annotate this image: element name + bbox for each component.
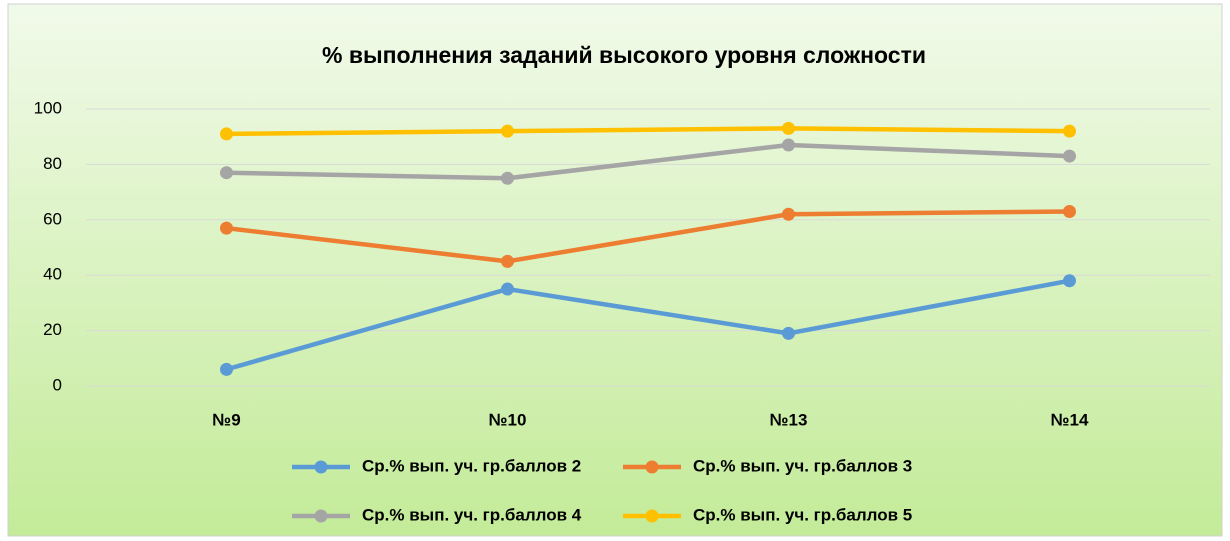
legend-label: Ср.% вып. уч. гр.баллов 4 bbox=[362, 505, 582, 524]
point bbox=[782, 207, 795, 221]
chart-background bbox=[7, 3, 1223, 537]
series-line bbox=[226, 142, 1070, 181]
point bbox=[501, 254, 514, 268]
series-line bbox=[226, 209, 1070, 264]
point bbox=[501, 282, 514, 296]
y-tick-label: 20 bbox=[43, 320, 62, 339]
point bbox=[220, 362, 233, 376]
legend-label: Ср.% вып. уч. гр.баллов 2 bbox=[362, 456, 581, 475]
y-tick-label: 60 bbox=[43, 209, 62, 228]
series-line bbox=[225, 278, 1070, 372]
point bbox=[1063, 149, 1076, 163]
point bbox=[782, 326, 795, 340]
legend-label: Ср.% вып. уч. гр.баллов 5 bbox=[693, 505, 912, 524]
legend-marker bbox=[314, 509, 328, 523]
point bbox=[782, 138, 795, 152]
legend-marker bbox=[645, 509, 659, 523]
point bbox=[1063, 274, 1076, 288]
point bbox=[1063, 124, 1076, 138]
point bbox=[220, 127, 233, 141]
y-tick-label: 100 bbox=[34, 98, 62, 117]
x-tick-label: №13 bbox=[770, 410, 808, 429]
point bbox=[1063, 204, 1076, 218]
legend-marker bbox=[645, 460, 659, 474]
point bbox=[501, 124, 514, 138]
point bbox=[501, 171, 514, 185]
point bbox=[220, 221, 233, 235]
x-tick-label: №9 bbox=[212, 410, 240, 429]
legend-marker bbox=[314, 460, 328, 474]
series-line bbox=[226, 126, 1070, 137]
y-tick-label: 40 bbox=[43, 265, 62, 284]
x-tick-label: №14 bbox=[1051, 410, 1089, 429]
point bbox=[220, 166, 233, 180]
point bbox=[782, 121, 795, 135]
legend-label: Ср.% вып. уч. гр.баллов 3 bbox=[693, 456, 912, 475]
x-tick-label: №10 bbox=[489, 410, 527, 429]
chart-title: % выполнения заданий высокого уровня сло… bbox=[322, 42, 926, 68]
y-tick-label: 0 bbox=[53, 375, 62, 394]
y-tick-label: 80 bbox=[43, 154, 62, 173]
